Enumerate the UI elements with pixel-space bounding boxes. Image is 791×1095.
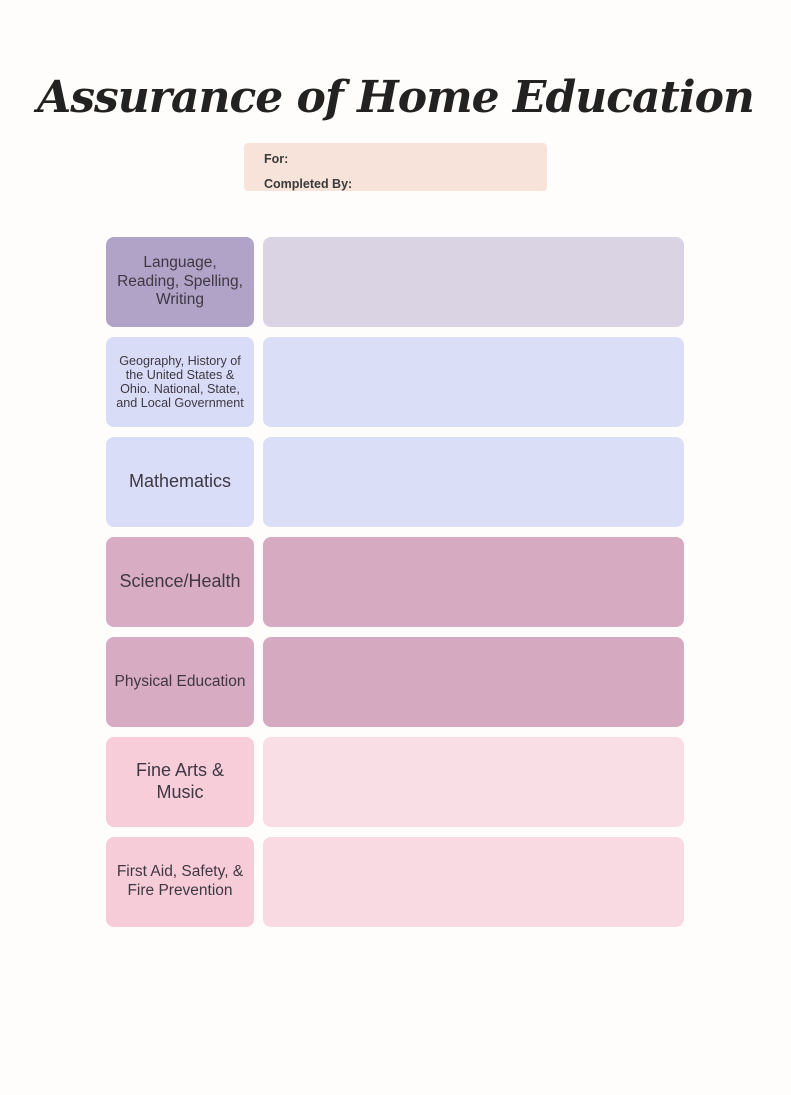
subject-label: Science/Health (119, 571, 241, 592)
for-label: For: (264, 152, 289, 166)
subject-fill-in-area[interactable] (263, 837, 684, 927)
info-box: For: Completed By: (244, 143, 547, 191)
subject-fill-in-area[interactable] (263, 237, 684, 327)
subject-fill-in-area[interactable] (263, 537, 684, 627)
subject-fill-in-area[interactable] (263, 337, 684, 427)
subject-label: Physical Education (114, 672, 246, 690)
subject-row-language: Language, Reading, Spelling, Writing (106, 237, 684, 327)
subject-label: Mathematics (128, 471, 232, 492)
for-field[interactable]: For: (264, 148, 547, 170)
subject-label: First Aid, Safety, & Fire Prevention (116, 863, 244, 899)
subject-label-box: Geography, History of the United States … (106, 337, 254, 427)
subject-fill-in-area[interactable] (263, 437, 684, 527)
subject-label-box: Science/Health (106, 537, 254, 627)
subject-fill-in-area[interactable] (263, 637, 684, 727)
subject-row-science-health: Science/Health (106, 537, 684, 627)
subject-row-fine-arts-music: Fine Arts & Music (106, 737, 684, 827)
completed-by-label: Completed By: (264, 177, 353, 191)
subject-label: Fine Arts & Music (135, 760, 225, 802)
page-title: Assurance of Home Education (37, 72, 755, 123)
completed-by-field[interactable]: Completed By: (264, 173, 547, 195)
subject-label-box: First Aid, Safety, & Fire Prevention (106, 837, 254, 927)
subject-row-first-aid-safety: First Aid, Safety, & Fire Prevention (106, 837, 684, 927)
subject-fill-in-area[interactable] (263, 737, 684, 827)
subject-label-box: Language, Reading, Spelling, Writing (106, 237, 254, 327)
subject-table: Language, Reading, Spelling, Writing Geo… (106, 237, 684, 927)
subject-row-physical-education: Physical Education (106, 637, 684, 727)
subject-label-box: Mathematics (106, 437, 254, 527)
subject-label: Language, Reading, Spelling, Writing (117, 254, 243, 309)
subject-label: Geography, History of the United States … (116, 353, 244, 411)
subject-row-mathematics: Mathematics (106, 437, 684, 527)
subject-row-geography-history: Geography, History of the United States … (106, 337, 684, 427)
subject-label-box: Physical Education (106, 637, 254, 727)
subject-label-box: Fine Arts & Music (106, 737, 254, 827)
